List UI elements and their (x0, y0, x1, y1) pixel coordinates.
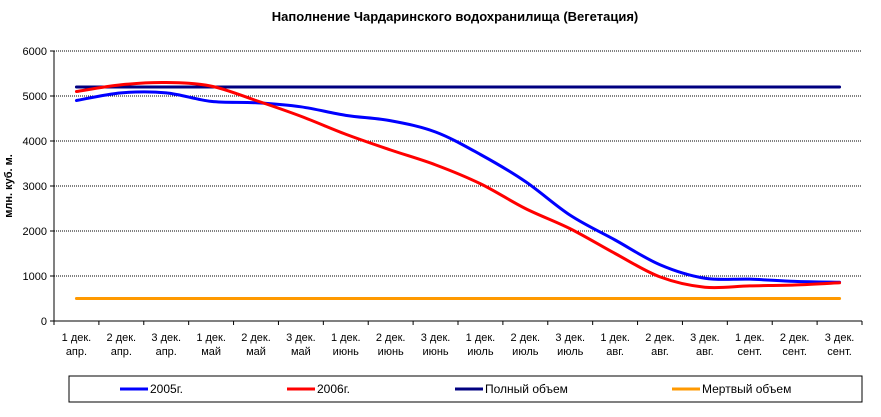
legend-label: Мертвый объем (702, 382, 791, 396)
x-tick-label: 1 дек. апр. (62, 332, 92, 358)
x-tick-label: 1 дек. май (196, 332, 226, 358)
legend-label: 2006г. (317, 382, 350, 396)
legend-label: 2005г. (150, 382, 183, 396)
chart-title: Наполнение Чардаринского водохранилища (… (272, 9, 639, 24)
series-line-2 (74, 80, 842, 290)
x-tick-label: 2 дек. авг. (645, 332, 675, 358)
x-tick-label: 2 дек. сент. (780, 332, 810, 358)
x-tick-label: 2 дек. июнь (376, 332, 406, 358)
x-tick-label: 2 дек. июль (511, 332, 541, 358)
plot-area: 0 1000 2000 3000 4000 5000 6000 1 дек. апр. 2 дек… (3, 46, 863, 358)
y-tick-label: 1000 (23, 271, 47, 283)
x-tick-label: 3 дек. июнь (421, 332, 451, 358)
x-tick-label: 3 дек. сент. (825, 332, 855, 358)
y-tick-label: 0 (41, 316, 47, 328)
y-tick-label: 2000 (23, 226, 47, 238)
x-tick-label: 3 дек. май (286, 332, 316, 358)
x-tick-label: 1 дек. сент. (735, 332, 765, 358)
y-tick-label: 3000 (23, 181, 47, 193)
legend: 2005г. 2006г. Полный объем Мертвый объем (68, 375, 863, 403)
y-tick-label: 4000 (23, 136, 47, 148)
x-tick-label: 2 дек. апр. (107, 332, 137, 358)
legend-label: Полный объем (485, 382, 568, 396)
x-tick-label: 1 дек. июнь (331, 332, 361, 358)
y-axis-label: млн. куб. м. (3, 154, 15, 218)
y-tick-label: 5000 (23, 91, 47, 103)
series-line-1 (74, 90, 842, 284)
x-tick-label: 3 дек. апр. (151, 332, 181, 358)
x-tick-label: 3 дек. авг. (690, 332, 720, 358)
x-tick-label: 1 дек. авг. (600, 332, 630, 358)
x-tick-label: 3 дек. июль (555, 332, 585, 358)
x-tick-label: 2 дек. май (241, 332, 271, 358)
y-tick-label: 6000 (23, 46, 47, 58)
x-tick-label: 1 дек. июль (466, 332, 496, 358)
